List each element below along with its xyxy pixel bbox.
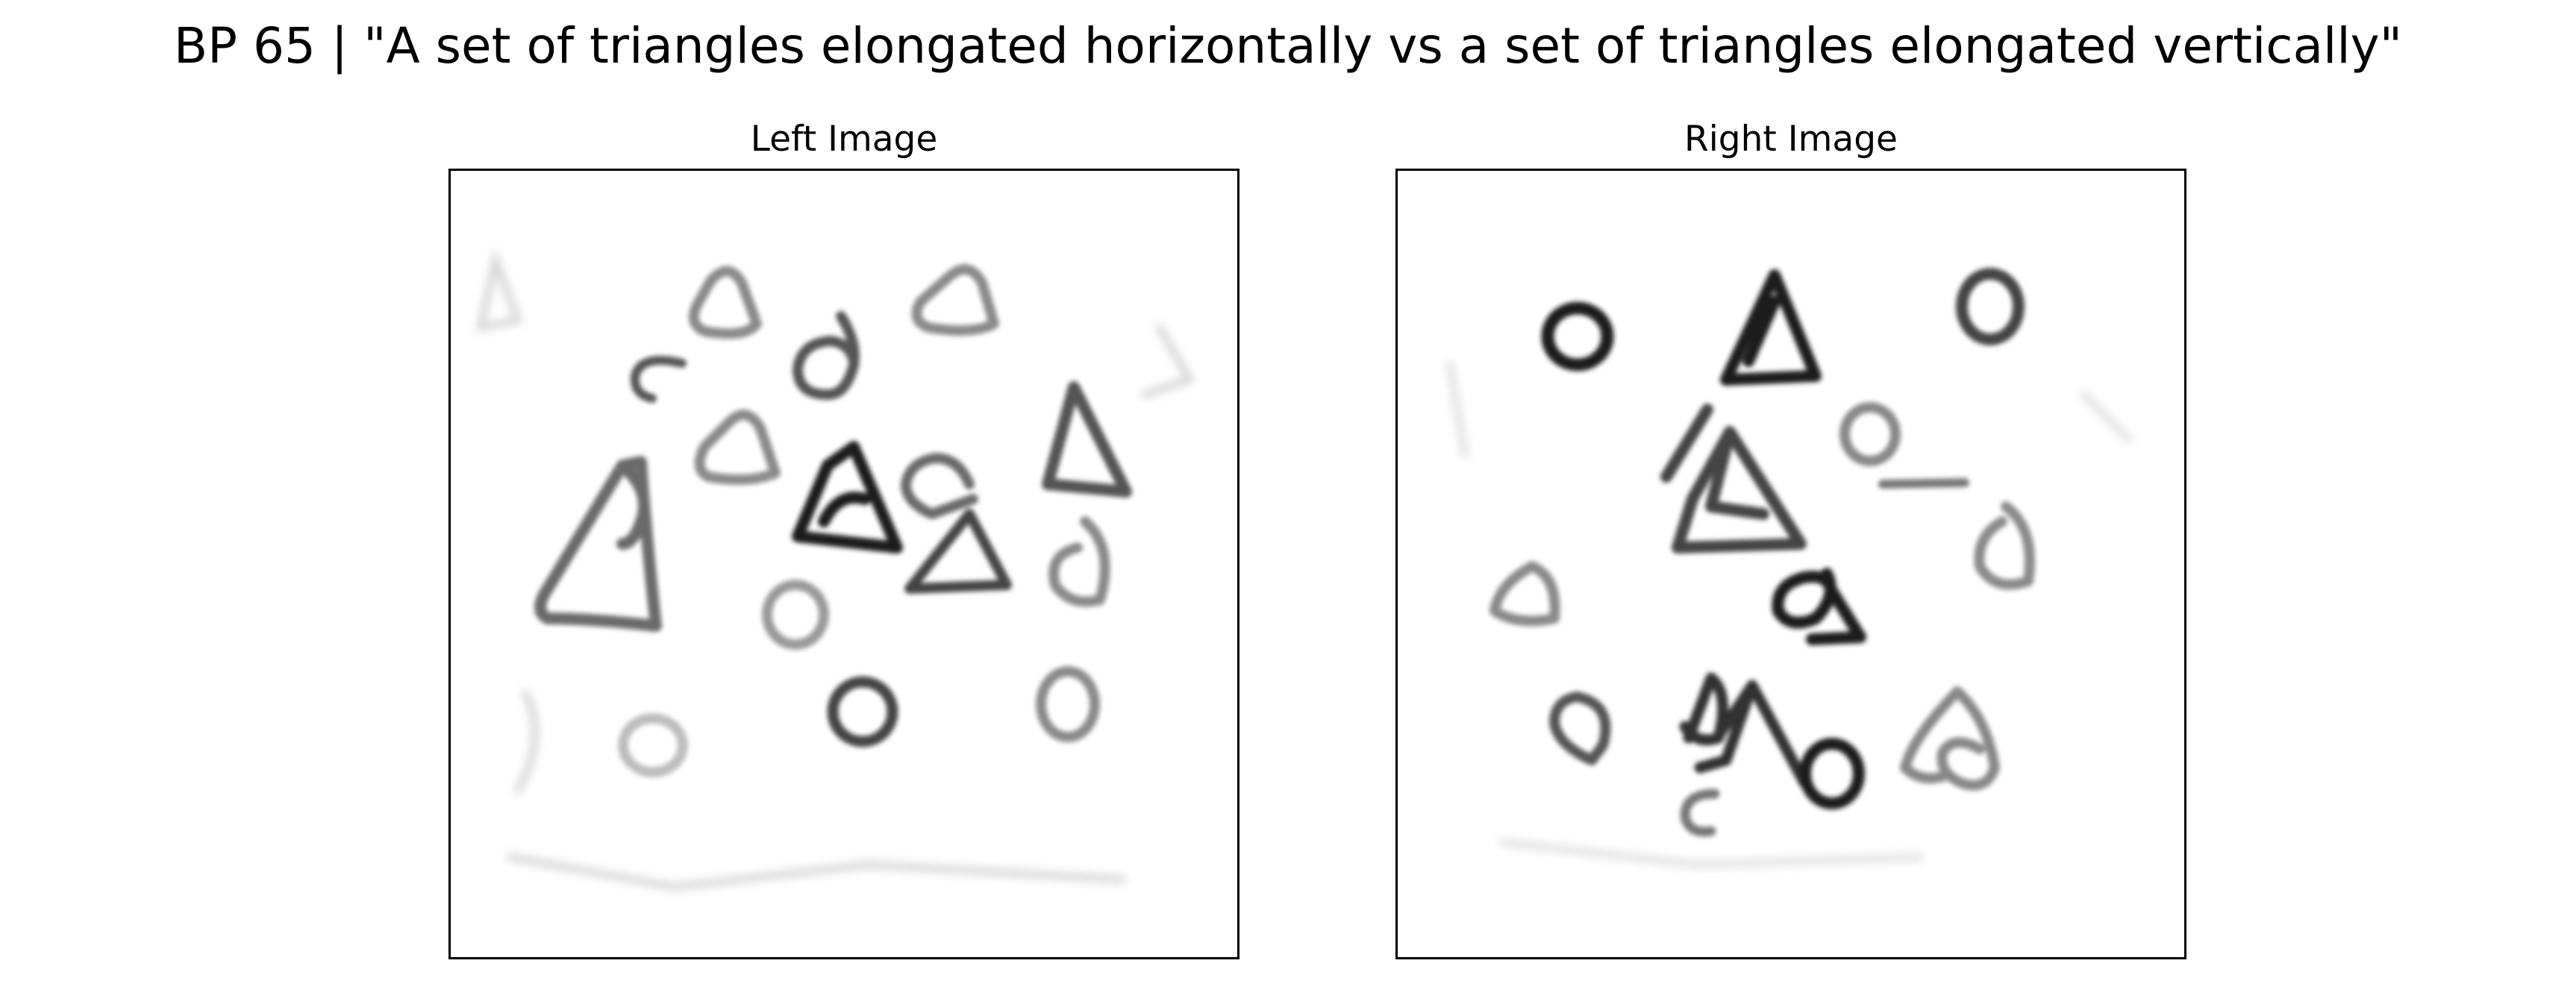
left-shape-circle-with-line bbox=[901, 453, 978, 519]
right-shape-ring-2 bbox=[1956, 268, 2025, 345]
left-shape-rounded-triangle-1 bbox=[688, 266, 762, 339]
right-shape-ring-triangle bbox=[1772, 568, 1866, 645]
right-shape-double-triangle bbox=[1660, 404, 1807, 554]
left-shape-ring-4 bbox=[618, 713, 688, 777]
left-image-panel bbox=[448, 169, 1239, 959]
figure-title: BP 65 | "A set of triangles elongated ho… bbox=[173, 17, 2403, 75]
right-image-panel bbox=[1395, 169, 2186, 959]
right-shape-loop bbox=[1900, 686, 2000, 791]
right-shape-teardrop-1 bbox=[1974, 501, 2035, 590]
right-image-drawing bbox=[1446, 268, 2133, 869]
left-shape-ring-3 bbox=[1036, 666, 1100, 742]
left-shape-ring-2 bbox=[827, 676, 898, 747]
right-shape-ring-4 bbox=[1799, 738, 1865, 809]
left-shape-sharp-triangle-right bbox=[1042, 381, 1132, 498]
left-faint-residue bbox=[475, 247, 1195, 891]
left-shape-bold-triangle bbox=[792, 441, 903, 554]
right-shape-ring-3 bbox=[1839, 402, 1901, 466]
left-shape-hook bbox=[630, 356, 687, 403]
left-shape-rounded-triangle-2 bbox=[911, 264, 999, 336]
left-shape-large-triangle bbox=[534, 456, 662, 632]
left-shape-ring-1 bbox=[762, 580, 829, 650]
right-shape-teardrop-2 bbox=[1489, 561, 1560, 627]
right-shape-hook bbox=[1680, 789, 1720, 837]
left-panel-title: Left Image bbox=[750, 119, 938, 160]
right-panel-title: Right Image bbox=[1684, 119, 1898, 160]
left-shape-rounded-triangle-3 bbox=[694, 410, 781, 485]
right-shape-ring-1 bbox=[1541, 301, 1614, 372]
right-shape-triangle-1 bbox=[1720, 269, 1822, 386]
left-shape-small-triangle bbox=[904, 509, 1012, 594]
right-faint-residue bbox=[1446, 361, 2133, 869]
right-shape-dash bbox=[1878, 478, 1969, 489]
right-shape-zigzag-triangles bbox=[1679, 672, 1810, 789]
right-shape-teardrop-3 bbox=[1549, 692, 1611, 765]
left-shape-teardrop bbox=[1048, 516, 1110, 607]
left-image-drawing bbox=[475, 247, 1195, 891]
left-shape-loop-tail bbox=[793, 311, 860, 400]
